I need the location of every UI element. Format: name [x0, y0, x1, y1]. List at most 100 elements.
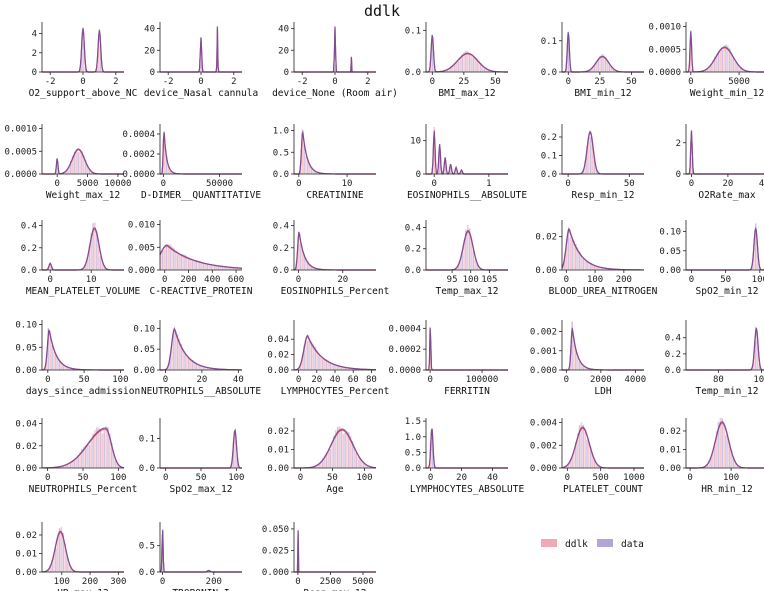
- y-tick-label: 0.004: [530, 419, 557, 429]
- hist-bar: [448, 68, 450, 72]
- y-tick-label: 0.0000: [122, 170, 155, 180]
- hist-bar: [461, 54, 463, 72]
- hist-bar: [69, 567, 72, 572]
- y-tick-label: 0.4: [405, 223, 421, 233]
- subplot-lymphocytes-percent: 0 20 40 60 80 0.00 0.02 0.04 LYMPHOCYTES_Percent: [267, 320, 389, 397]
- x-axis-label: PLATELET_COUNT: [563, 484, 643, 495]
- y-tick-label: 0.0005: [4, 147, 37, 157]
- hist-bar: [606, 268, 609, 270]
- y-tick-label: 0.5: [273, 148, 289, 158]
- hist-bar: [338, 365, 341, 370]
- subplot-ldh: 0 2000 4000 0.000 0.001 0.002 LDH: [530, 320, 646, 397]
- x-tick-label: 95: [447, 275, 458, 285]
- hist-bar: [171, 245, 173, 270]
- hist-bar: [310, 166, 313, 174]
- y-tick-label: 0.01: [15, 549, 37, 559]
- hist-bar: [593, 65, 596, 72]
- y-tick-label: 0.5: [405, 448, 421, 458]
- x-tick-label: 0: [428, 473, 433, 483]
- hist-bar: [62, 364, 65, 370]
- x-axis-label: TROPONIN_I: [172, 588, 229, 591]
- hist-bar: [321, 358, 324, 370]
- y-tick-label: 0.00: [15, 366, 37, 376]
- hist-bar: [240, 267, 242, 270]
- hist-bar: [238, 267, 240, 270]
- hist-bar: [314, 466, 317, 468]
- hist-bar: [60, 466, 63, 468]
- hist-bar: [173, 248, 175, 270]
- hist-bar: [174, 331, 177, 370]
- kde-line-ddlk: [686, 131, 764, 175]
- hist-bar: [49, 565, 52, 572]
- hist-bar: [595, 63, 598, 72]
- hist-bar: [81, 151, 83, 174]
- hist-bar: [480, 63, 482, 72]
- kde-line-data: [686, 227, 764, 271]
- hist-bar: [446, 69, 449, 72]
- legend-label-data: data: [621, 539, 644, 550]
- x-axis-label: MEAN_PLATELET_VOLUME: [26, 286, 141, 297]
- hist-bar: [68, 462, 70, 468]
- subplot-neutrophils-percent: 0 50 100 0.00 0.02 0.04 NEUTROPHILS_Percent: [15, 418, 137, 495]
- hist-bar: [580, 255, 583, 270]
- subplot-days-since-admission: 0 50 100 0.00 0.05 0.10 days_since_admission: [15, 320, 140, 397]
- subplot-weight-max-12: 0 5000 10000 0.0000 0.0005 0.0010 Weight_max_1…: [4, 124, 131, 201]
- x-axis-label: BLOOD_UREA_NITROGEN: [549, 286, 658, 297]
- hist-bar: [208, 264, 211, 270]
- y-tick-label: 0.02: [659, 427, 681, 437]
- hist-bar: [206, 264, 209, 270]
- hist-bar: [118, 465, 120, 468]
- x-axis-label: NEUTROPHILS_Percent: [29, 484, 138, 495]
- hist-bar: [610, 66, 613, 72]
- kde-line-data: [160, 326, 243, 371]
- hist-bar: [199, 365, 201, 370]
- hist-bar: [344, 367, 346, 370]
- x-axis-label: Temp_min_12: [696, 386, 759, 397]
- hist-bar: [597, 267, 599, 270]
- hist-bar: [346, 367, 348, 370]
- x-tick-label: 100: [228, 473, 244, 483]
- hist-bar: [588, 442, 590, 468]
- x-tick-label: 40: [330, 375, 341, 385]
- hist-bar: [708, 66, 710, 72]
- hist-bar: [68, 367, 70, 370]
- subplot-hr-max-12: 100 200 300 0.00 0.01 0.02 HR_max_12: [15, 522, 126, 591]
- hist-bar: [47, 568, 50, 572]
- hist-bar: [730, 52, 733, 72]
- hist-bar: [597, 59, 599, 72]
- y-tick-label: 0: [284, 68, 289, 78]
- hist-bar: [351, 440, 354, 468]
- hist-bar: [589, 68, 592, 72]
- hist-bar: [591, 66, 594, 72]
- y-tick-label: 0.0004: [388, 324, 421, 334]
- hist-bar: [591, 263, 594, 270]
- hist-bar: [165, 155, 168, 174]
- hist-bar: [569, 460, 572, 468]
- hist-bar: [299, 243, 302, 270]
- hist-bar: [83, 41, 85, 72]
- x-tick-label: 0: [198, 77, 203, 87]
- y-tick-label: 0.00: [133, 366, 155, 376]
- y-tick-label: 0.0: [21, 266, 37, 276]
- x-tick-label: 10: [86, 275, 97, 285]
- hist-bar: [56, 356, 59, 370]
- x-tick-label: 50: [720, 275, 731, 285]
- hist-bar: [187, 257, 190, 270]
- hist-bar: [49, 262, 52, 270]
- hist-bar: [584, 260, 586, 270]
- x-tick-label: 2500: [320, 577, 342, 587]
- hist-bar: [212, 368, 214, 370]
- x-axis-label: EOSINOPHILS__ABSOLUTE: [407, 190, 527, 201]
- x-axis-label: HR_max_12: [57, 588, 108, 591]
- hist-bar: [184, 354, 186, 370]
- hist-bar: [340, 429, 343, 468]
- hist-bar: [706, 463, 709, 468]
- kde-line-data: [686, 130, 764, 175]
- hist-bar: [169, 244, 171, 270]
- hist-bar: [199, 260, 201, 270]
- hist-bar: [717, 51, 720, 72]
- subplot-c-reactive-protein: 0 200 400 600 0.000 0.005 0.010 C-REACTIVE_PROT…: [128, 220, 253, 297]
- y-tick-label: 0.050: [262, 525, 289, 535]
- hist-bar: [86, 445, 89, 468]
